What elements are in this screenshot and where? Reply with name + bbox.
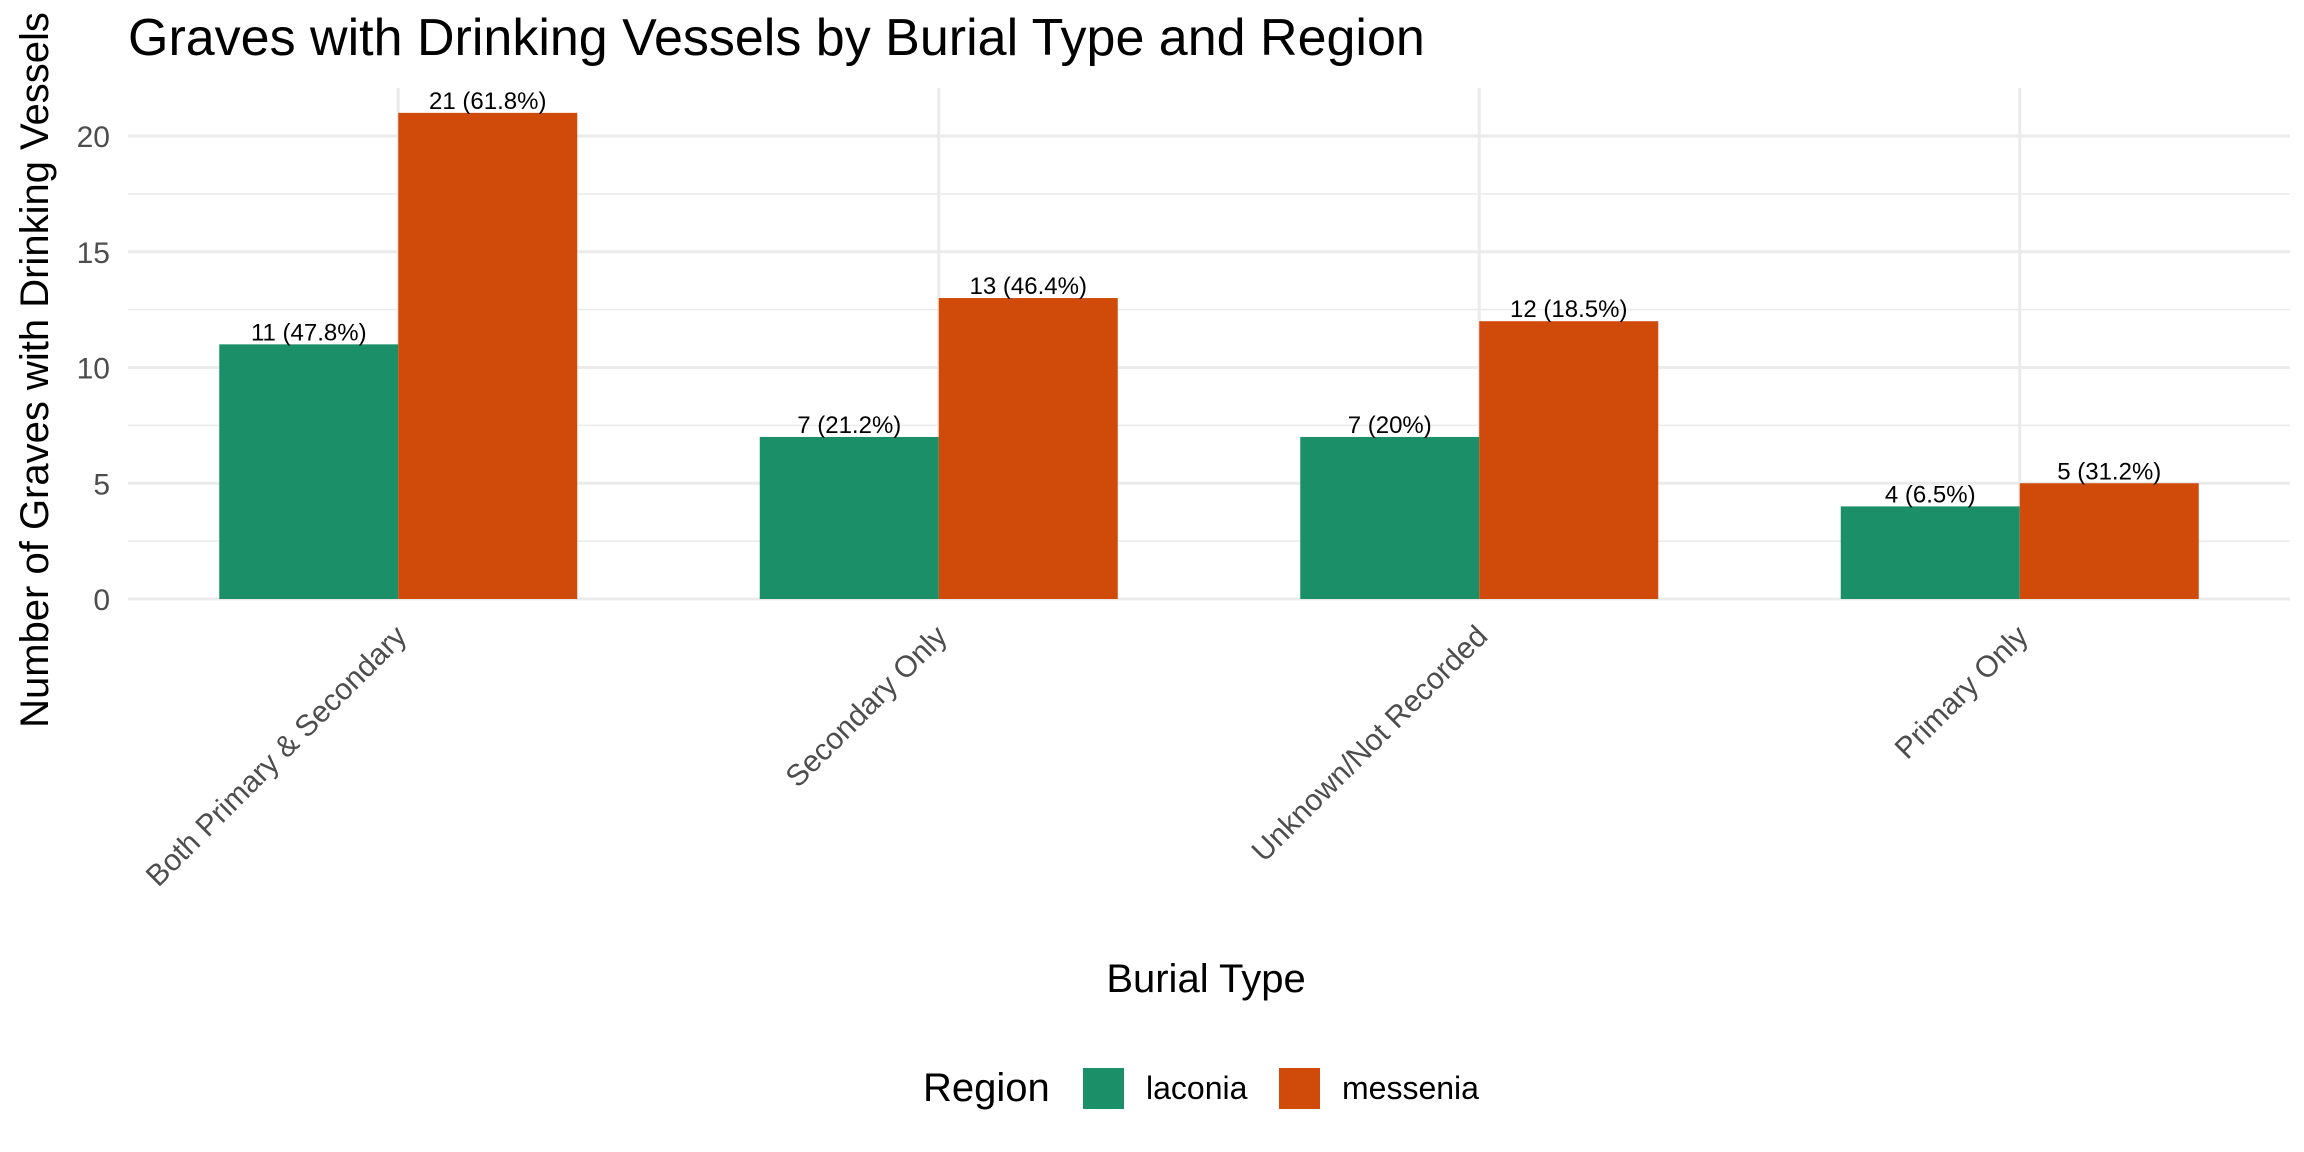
data-label-laconia: 4 (6.5%) <box>1885 481 1976 508</box>
bar-laconia <box>219 344 399 599</box>
y-tick-label: 10 <box>77 353 110 386</box>
y-tick-label: 0 <box>93 584 110 617</box>
bar-messenia <box>938 298 1118 599</box>
y-tick-label: 5 <box>93 468 110 501</box>
legend-swatch-messenia <box>1279 1068 1320 1109</box>
data-label-laconia: 7 (20%) <box>1348 412 1432 439</box>
bar-laconia <box>1300 436 1480 599</box>
data-label-messenia: 12 (18.5%) <box>1510 296 1627 323</box>
legend-title: Region <box>923 1066 1050 1110</box>
bars <box>219 112 2199 599</box>
bar-messenia <box>1479 321 1659 599</box>
bar-laconia <box>759 436 939 599</box>
legend-swatch-laconia <box>1083 1068 1124 1109</box>
bar-messenia <box>2019 483 2199 599</box>
bar-messenia <box>398 112 578 599</box>
bar-laconia <box>1840 506 2020 599</box>
legend-label-laconia: laconia <box>1146 1070 1248 1106</box>
data-labels: 11 (47.8%) 7 (21.2%) 7 (20%) 4 (6.5%) 21 (61… <box>251 88 2161 509</box>
data-label-messenia: 5 (31.2%) <box>2057 458 2161 485</box>
data-label-messenia: 13 (46.4%) <box>970 273 1087 300</box>
data-label-laconia: 7 (21.2%) <box>797 412 901 439</box>
chart-title: Graves with Drinking Vessels by Burial T… <box>128 9 1425 67</box>
y-tick-label: 20 <box>77 121 110 154</box>
data-label-laconia: 11 (47.8%) <box>251 319 367 346</box>
y-axis-ticks: 0 5 10 15 20 <box>77 121 110 617</box>
x-tick-label: Unknown/Not Recorded <box>1246 620 1495 869</box>
x-axis-ticks: Both Primary & Secondary Secondary Only Un… <box>140 620 2035 893</box>
data-label-messenia: 21 (61.8%) <box>429 88 546 115</box>
y-tick-label: 15 <box>77 237 110 270</box>
x-tick-label: Primary Only <box>1889 620 2035 766</box>
legend-label-messenia: messenia <box>1342 1070 1479 1106</box>
x-tick-label: Secondary Only <box>779 620 953 794</box>
x-tick-label: Both Primary & Secondary <box>140 620 413 893</box>
y-axis-title: Number of Graves with Drinking Vessels <box>13 12 57 728</box>
x-axis-title: Burial Type <box>1106 957 1305 1001</box>
legend: Region laconia messenia <box>923 1066 1479 1110</box>
